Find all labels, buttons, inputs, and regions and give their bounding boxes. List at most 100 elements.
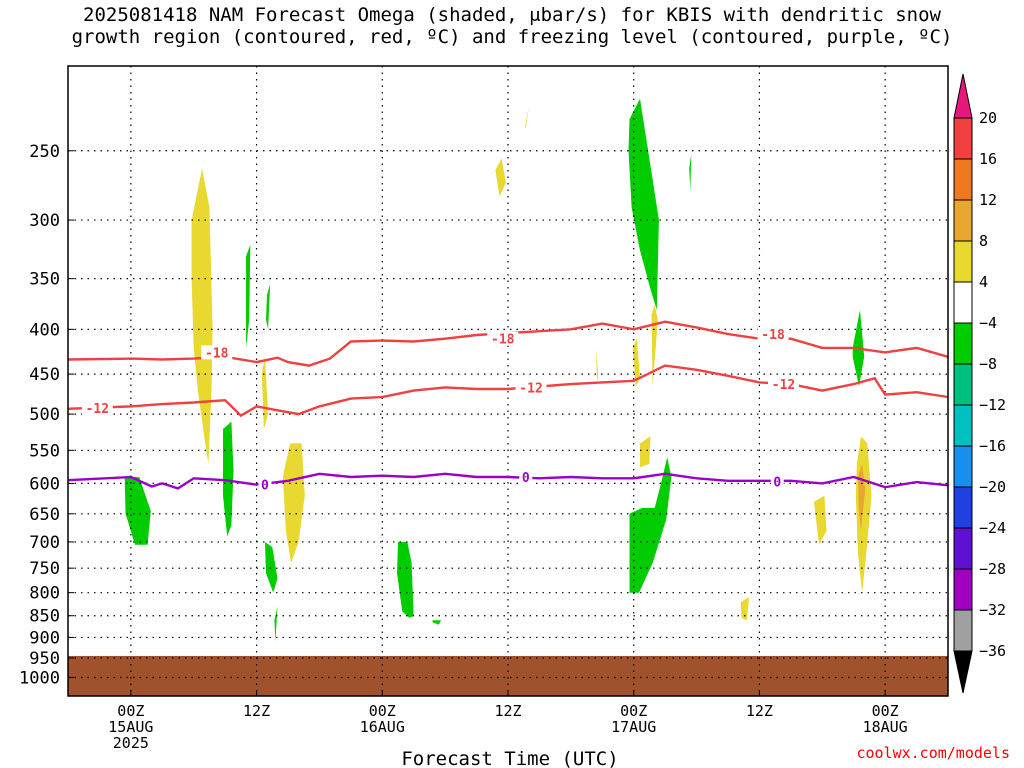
y-axis: 2503003504004505005506006507007508008509… xyxy=(19,142,74,688)
omega-region-green xyxy=(266,284,271,330)
colorbar-label: −32 xyxy=(979,601,1006,619)
colorbar-label: −20 xyxy=(979,478,1006,496)
y-tick-label: 600 xyxy=(29,474,60,494)
omega-region-yellow xyxy=(261,356,269,429)
colorbar-segment xyxy=(953,404,973,447)
x-tick-label: 2025 xyxy=(113,734,149,752)
y-tick-label: 900 xyxy=(29,628,60,648)
colorbar-segment xyxy=(953,281,973,324)
colorbar-segment xyxy=(953,363,973,406)
y-tick-label: 950 xyxy=(29,649,60,669)
colorbar-label: 20 xyxy=(979,109,997,127)
omega-region-yellow xyxy=(524,105,529,128)
x-tick-label: 00Z xyxy=(872,702,899,720)
title-line-1: 2025081418 NAM Forecast Omega (shaded, μ… xyxy=(83,4,941,26)
x-tick-label: 17AUG xyxy=(611,718,656,736)
shaded-omega-layer xyxy=(124,98,872,642)
chart-title: 2025081418 NAM Forecast Omega (shaded, μ… xyxy=(0,4,1024,48)
colorbar-label: 4 xyxy=(979,273,988,291)
y-tick-label: 550 xyxy=(29,441,60,461)
y-tick-label: 650 xyxy=(29,505,60,525)
colorbar-segment xyxy=(953,527,973,570)
omega-region-green xyxy=(265,542,278,593)
omega-region-green xyxy=(689,153,692,192)
omega-region-yellow xyxy=(191,168,213,464)
colorbar-segment xyxy=(953,117,973,160)
colorbar-top-arrow xyxy=(953,73,973,119)
colorbar-segment xyxy=(953,240,973,283)
colorbar-label: −16 xyxy=(979,437,1006,455)
colorbar-segment xyxy=(953,609,973,652)
watermark: coolwx.com/models xyxy=(856,744,1010,762)
y-tick-label: 750 xyxy=(29,559,60,579)
contour-label: 0 xyxy=(773,475,781,490)
omega-region-green xyxy=(246,244,251,348)
ground-fill xyxy=(68,655,948,696)
colorbar-label: 12 xyxy=(979,191,997,209)
contour-label: 0 xyxy=(522,471,530,486)
omega-region-yellow xyxy=(596,347,599,383)
omega-region-yellow xyxy=(651,304,658,387)
contour-label-bg xyxy=(519,470,533,485)
x-tick-label: 12Z xyxy=(243,702,270,720)
x-tick-label: 16AUG xyxy=(360,718,405,736)
colorbar-label: −28 xyxy=(979,560,1006,578)
contour-label-bg xyxy=(768,377,800,392)
x-tick-label: 00Z xyxy=(117,702,144,720)
colorbar-segment xyxy=(953,445,973,488)
contour-label-bg xyxy=(487,331,519,346)
omega-region-yellow xyxy=(632,338,640,387)
contour-label-bg xyxy=(201,345,233,360)
colorbar-label: −36 xyxy=(979,642,1006,660)
y-tick-label: 800 xyxy=(29,584,60,604)
title-line-2: growth region (contoured, red, ºC) and f… xyxy=(71,26,953,48)
x-tick-label: 12Z xyxy=(746,702,773,720)
contour-label: -12 xyxy=(86,402,109,417)
x-tick-label: 00Z xyxy=(369,702,396,720)
colorbar-bottom-arrow xyxy=(953,650,973,694)
colorbar-segment xyxy=(953,322,973,365)
omega-region-yellow xyxy=(495,158,506,197)
x-axis-label: Forecast Time (UTC) xyxy=(401,748,618,768)
contour-label-bg xyxy=(515,380,547,395)
y-tick-label: 300 xyxy=(29,211,60,231)
omega-region-yellow xyxy=(282,443,305,564)
omega-region-yellow xyxy=(855,436,872,593)
contour-label-bg xyxy=(81,400,113,415)
contour-label-bg xyxy=(258,477,272,492)
y-tick-label: 500 xyxy=(29,405,60,425)
y-tick-label: 850 xyxy=(29,607,60,627)
colorbar-segment xyxy=(953,158,973,201)
y-tick-label: 700 xyxy=(29,533,60,553)
x-tick-label: 12Z xyxy=(494,702,521,720)
contour-label: -18 xyxy=(491,333,515,348)
y-tick-label: 450 xyxy=(29,365,60,385)
omega-region-yellow xyxy=(740,597,749,621)
contour-label: -12 xyxy=(519,381,542,396)
contour-label-bg xyxy=(757,327,789,342)
omega-region-green xyxy=(124,477,151,545)
colorbar-label: 8 xyxy=(979,232,988,250)
colorbar-segment xyxy=(953,486,973,529)
omega-region-green xyxy=(397,542,414,618)
colorbar-label: −12 xyxy=(979,396,1006,414)
colorbar-label: −8 xyxy=(979,355,997,373)
y-tick-label: 1000 xyxy=(19,668,60,688)
contour-label: -18 xyxy=(205,346,229,361)
contour-label: -12 xyxy=(772,378,795,393)
omega-region-yellow xyxy=(813,495,827,545)
colorbar-segment xyxy=(953,568,973,611)
colorbar: 20 16 12 8 4 −4 −8 −12 −16 −20 −24 −28 −32 −36 xyxy=(953,73,1006,694)
contour-line xyxy=(67,472,949,490)
contour-label: 0 xyxy=(261,479,269,494)
y-tick-label: 250 xyxy=(29,142,60,162)
y-tick-label: 400 xyxy=(29,320,60,340)
omega-region-green xyxy=(628,98,659,310)
omega-region-green xyxy=(629,457,672,593)
contour-line xyxy=(67,364,949,418)
ground-layer xyxy=(68,655,948,696)
x-tick-label: 18AUG xyxy=(863,718,908,736)
contour-label-bg xyxy=(770,474,784,489)
